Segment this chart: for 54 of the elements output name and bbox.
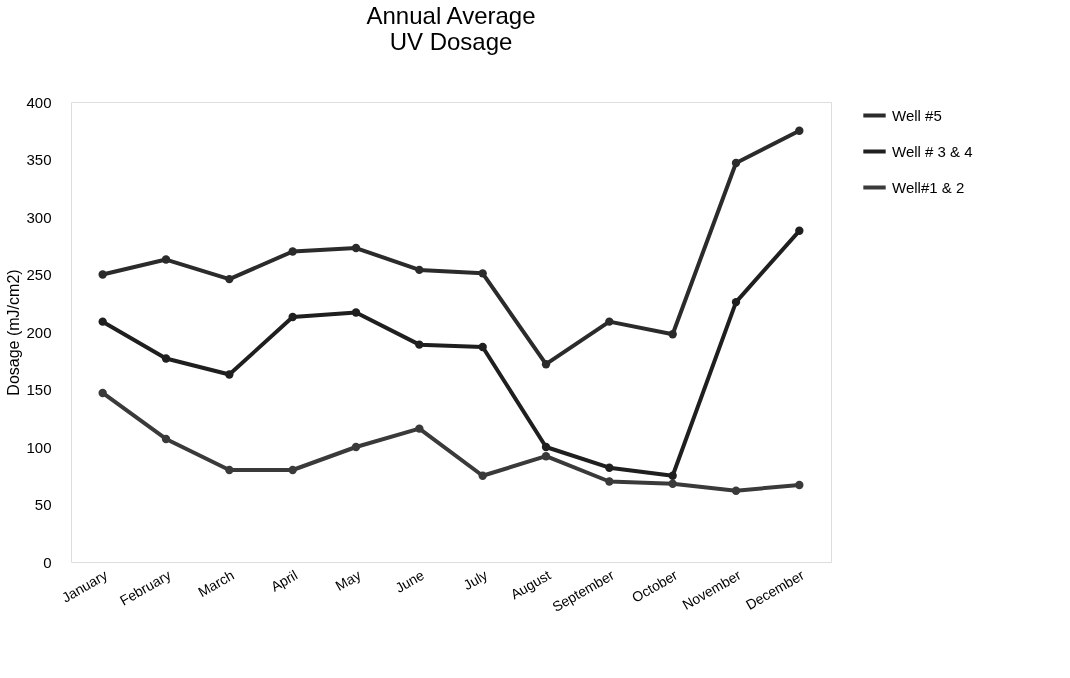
y-tick-label: 400 — [26, 93, 52, 111]
point — [668, 330, 677, 339]
y-axis-title: Dosage (mJ/cm2) — [5, 269, 23, 396]
point — [478, 269, 487, 278]
point — [668, 471, 677, 480]
point — [415, 265, 424, 275]
point — [98, 388, 107, 398]
point — [415, 424, 424, 433]
point — [731, 486, 741, 495]
point — [795, 226, 804, 235]
point — [478, 471, 487, 480]
y-tick-label: 350 — [26, 151, 52, 168]
point — [288, 312, 297, 322]
y-tick-label: 250 — [26, 266, 52, 283]
point — [98, 317, 107, 326]
point — [161, 434, 171, 444]
point — [731, 158, 741, 168]
point — [225, 465, 234, 475]
point — [668, 479, 677, 488]
legend-label: Well #5 — [892, 106, 942, 124]
y-tick-label: 300 — [26, 208, 52, 226]
y-tick-label: 150 — [26, 381, 52, 398]
point — [351, 308, 361, 317]
point — [605, 317, 614, 326]
point — [161, 354, 171, 363]
point — [288, 465, 297, 475]
point — [415, 340, 424, 349]
legend-label: Well # 3 & 4 — [892, 142, 973, 160]
legend-label: Well#1 & 2 — [892, 178, 965, 196]
x-tick-label: June — [392, 566, 428, 596]
y-tick-label: 100 — [26, 438, 52, 456]
x-tick-label: May — [332, 566, 364, 594]
y-tick-label: 200 — [26, 323, 52, 341]
x-tick-label: April — [267, 566, 301, 595]
point — [161, 255, 171, 264]
point — [351, 442, 361, 452]
point — [98, 270, 107, 279]
y-tick-label: 50 — [34, 496, 52, 513]
point — [731, 297, 741, 307]
point — [795, 126, 804, 135]
point — [541, 452, 551, 461]
point — [605, 463, 614, 472]
x-tick-label: July — [460, 566, 491, 594]
point — [478, 342, 487, 352]
point — [288, 247, 297, 256]
point — [541, 360, 551, 369]
y-tick-label: 0 — [43, 553, 52, 571]
point — [225, 370, 234, 379]
point — [225, 274, 234, 284]
chart-title: Annual Average UV Dosage — [366, 2, 536, 55]
point — [605, 477, 614, 486]
point — [351, 243, 361, 253]
point — [541, 442, 551, 452]
point — [795, 480, 804, 490]
